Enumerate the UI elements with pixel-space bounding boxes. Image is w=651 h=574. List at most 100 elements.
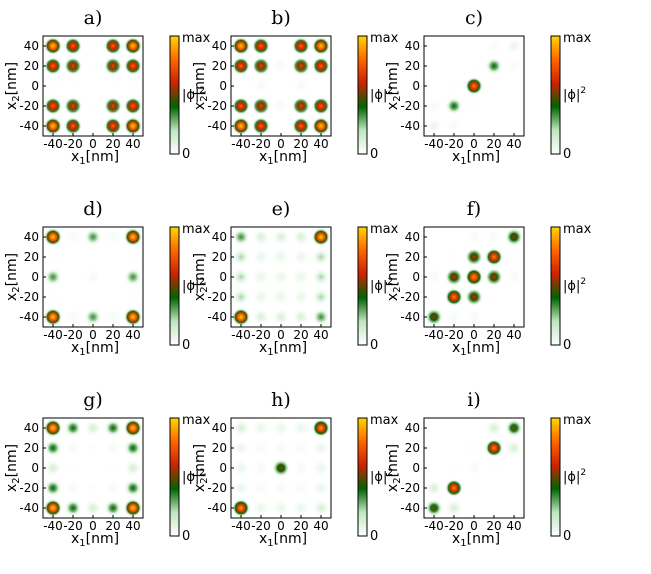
- heatmap-spot: [271, 36, 291, 56]
- y-tick-label: 0: [31, 461, 39, 475]
- heatmap-spot: [271, 458, 291, 478]
- heatmap-spot: [83, 36, 103, 56]
- x-tick-label: -40: [424, 328, 444, 342]
- heatmap-spot: [464, 56, 484, 76]
- heatmap-spot: [484, 287, 504, 307]
- heatmap-spot: [103, 76, 123, 96]
- y-tick-label: 20: [212, 250, 227, 264]
- x-tick-label: -20: [444, 328, 464, 342]
- x-tick-label: 0: [277, 519, 285, 533]
- heatmap-spot: [504, 36, 524, 56]
- y-tick-label: -20: [19, 99, 39, 113]
- heatmap-spot: [123, 287, 143, 307]
- heatmap-spot: [271, 478, 291, 498]
- heatmap-spot: [103, 307, 123, 327]
- x-tick-label: 0: [470, 328, 478, 342]
- heatmap-spot: [271, 247, 291, 267]
- panel-label: i): [467, 389, 481, 411]
- x-tick-label: 20: [293, 519, 308, 533]
- heatmap-spot: [424, 478, 444, 498]
- heatmap-spot: [271, 287, 291, 307]
- x-tick-label: 40: [125, 519, 140, 533]
- heatmap-spot: [271, 307, 291, 327]
- heatmap-spot: [291, 36, 311, 56]
- y-tick-label: -20: [207, 481, 227, 495]
- panel-label: f): [467, 198, 481, 220]
- y-tick-label: 40: [212, 230, 227, 244]
- heatmap-spot: [291, 287, 311, 307]
- colorbar-quantity-label: |ϕ|2: [563, 86, 586, 103]
- colorbar-min-label: 0: [370, 147, 378, 162]
- y-axis-label: x2[nm]: [192, 444, 210, 492]
- heatmap-spot: [43, 267, 63, 287]
- heatmap-spot: [231, 307, 251, 327]
- heatmap-spot: [231, 418, 251, 438]
- heatmap-spot: [271, 438, 291, 458]
- heatmap-spot: [83, 307, 103, 327]
- heatmap-spot: [464, 478, 484, 498]
- panel-g: g)-40 -20 0 20 4040200-20-40x1[nm]x2[nm]max0…: [4, 389, 211, 549]
- heatmap-spot: [43, 458, 63, 478]
- heatmap-spot: [424, 287, 444, 307]
- heatmap-spot: [424, 307, 444, 327]
- heatmap-spot: [291, 458, 311, 478]
- y-tick-label: -40: [19, 310, 39, 324]
- x-tick-label: -20: [444, 137, 464, 151]
- heatmap-spot: [43, 76, 63, 96]
- heatmap-spot: [83, 96, 103, 116]
- x-axis-label: x1[nm]: [259, 149, 307, 167]
- colorbar-max-label: max: [563, 31, 592, 46]
- x-tick-label: -40: [231, 328, 251, 342]
- heatmap-spot: [83, 227, 103, 247]
- x-tick-label: 0: [277, 328, 285, 342]
- heatmap-spot: [484, 267, 504, 287]
- y-tick-label: -40: [207, 119, 227, 133]
- x-tick-label: -20: [63, 519, 83, 533]
- x-tick-label: -20: [63, 328, 83, 342]
- heatmap-spot: [123, 418, 143, 438]
- heatmap-spot: [464, 287, 484, 307]
- y-tick-label: -40: [19, 119, 39, 133]
- heatmap-spot: [63, 76, 83, 96]
- y-axis-label: x2[nm]: [4, 444, 22, 492]
- heatmap-spot: [271, 96, 291, 116]
- x-tick-label: 40: [506, 137, 521, 151]
- colorbar-quantity-label: |ϕ|2: [563, 468, 586, 485]
- heatmap-spot: [43, 478, 63, 498]
- x-tick-label: -40: [424, 519, 444, 533]
- heatmap-spot: [63, 96, 83, 116]
- heatmap-spot: [291, 498, 311, 518]
- y-axis-label: x2[nm]: [192, 253, 210, 301]
- heatmap-spot: [43, 36, 63, 56]
- y-tick-label: 20: [24, 441, 39, 455]
- panel-label: c): [465, 7, 483, 29]
- colorbar-max-label: max: [182, 222, 211, 237]
- x-axis-label: x1[nm]: [259, 340, 307, 358]
- heatmap-spot: [311, 307, 331, 327]
- y-axis-label: x2[nm]: [385, 62, 403, 110]
- panel-d: d)-40 -20 0 20 4040200-20-40x1[nm]x2[nm]max0…: [4, 198, 211, 358]
- heatmap-spot: [123, 498, 143, 518]
- y-tick-label: 40: [24, 230, 39, 244]
- heatmap-spot: [504, 418, 524, 438]
- heatmap-spot: [464, 438, 484, 458]
- colorbar-max-label: max: [182, 31, 211, 46]
- heatmap-spot: [424, 498, 444, 518]
- heatmap-spot: [311, 76, 331, 96]
- heatmap-spot: [311, 96, 331, 116]
- x-axis-label: x1[nm]: [71, 149, 119, 167]
- heatmap-spot: [271, 418, 291, 438]
- heatmap-spot: [43, 96, 63, 116]
- heatmap-spot: [231, 76, 251, 96]
- heatmap-spot: [83, 438, 103, 458]
- x-tick-label: 20: [105, 328, 120, 342]
- y-tick-label: 0: [31, 79, 39, 93]
- colorbar-quantity-label: |ϕ|2: [182, 86, 205, 103]
- y-tick-label: 40: [24, 39, 39, 53]
- colorbar-max-label: max: [370, 222, 399, 237]
- y-tick-label: 0: [31, 270, 39, 284]
- y-tick-label: 20: [405, 250, 420, 264]
- heatmap-spot: [484, 438, 504, 458]
- x-tick-label: 40: [125, 137, 140, 151]
- heatmap-spot: [464, 458, 484, 478]
